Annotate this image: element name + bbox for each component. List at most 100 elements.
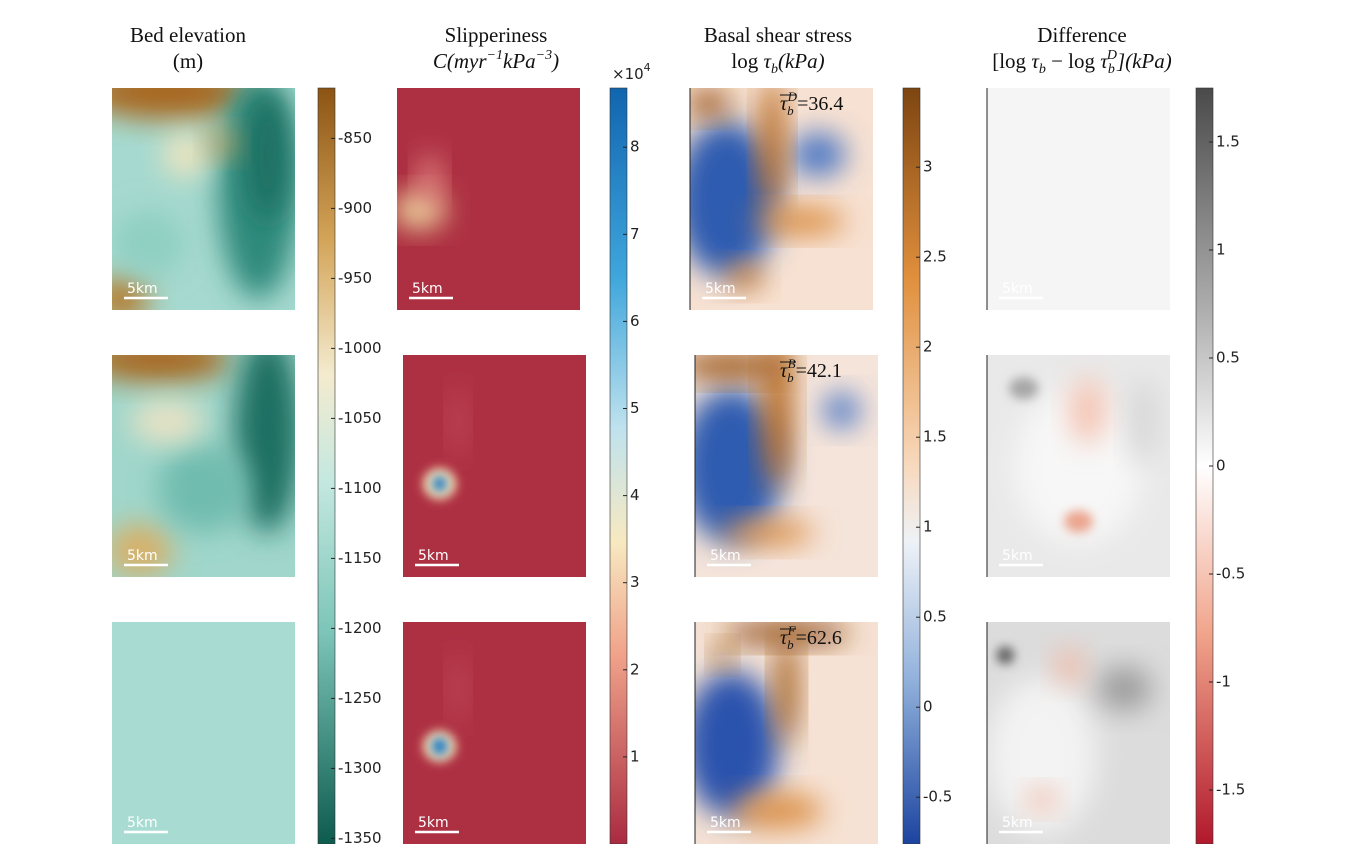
colorbar-tick-label: 1.5 <box>923 428 947 446</box>
annotation-value: =42.1 <box>796 360 842 382</box>
column-title: (m) <box>173 49 203 73</box>
heatmap <box>393 88 580 310</box>
heatmap <box>987 622 1170 844</box>
colorbar-tick-label: -850 <box>338 129 372 147</box>
annotation: τbD=36.4 <box>780 89 843 118</box>
exponent-text: ×10 <box>612 65 644 83</box>
heatmap-blob <box>158 444 250 533</box>
heatmap <box>403 622 586 844</box>
exponent-text: 4 <box>644 61 651 74</box>
heatmap-blob <box>732 793 824 829</box>
title-text: b <box>1108 62 1115 77</box>
scale-bar-label: 5km <box>418 815 449 831</box>
heatmap-blob <box>996 646 1014 664</box>
colorbar <box>318 88 335 844</box>
heatmap-bg <box>403 622 586 844</box>
title-text: D <box>1106 48 1117 63</box>
title-text: Bed elevation <box>130 23 247 47</box>
colorbar-tick-label: 2 <box>630 660 640 678</box>
scale-bar-label: 5km <box>710 815 741 831</box>
heatmap-blob <box>823 393 860 429</box>
colorbar <box>610 88 627 844</box>
heatmap-blob <box>246 88 290 221</box>
scale-bar-label: 5km <box>710 548 741 564</box>
heatmap <box>403 355 586 577</box>
colorbar-tick-label: -1050 <box>338 409 382 427</box>
heatmap-blob <box>130 399 203 443</box>
annotation-value: =36.4 <box>797 93 843 115</box>
colorbar-tick-label: 2.5 <box>923 248 947 266</box>
colorbar-tick-label: 3 <box>923 158 933 176</box>
colorbar-tick-label: 0.5 <box>923 608 947 626</box>
heatmap-blob <box>85 337 231 381</box>
scale-bar-label: 5km <box>705 281 736 297</box>
title-text: Difference <box>1037 23 1126 47</box>
heatmap <box>684 622 878 844</box>
colorbar-tick-label: 3 <box>630 573 640 591</box>
title-text: b <box>771 62 778 77</box>
scale-bar-label: 5km <box>127 548 158 564</box>
heatmap-blob <box>1009 377 1038 399</box>
title-text: − log <box>1046 49 1100 73</box>
heatmap-blob <box>1069 377 1106 444</box>
scale-bar-label: 5km <box>127 281 158 297</box>
column-title: Slipperiness <box>445 23 548 47</box>
heatmap <box>677 333 878 577</box>
colorbar-tick-label: -1 <box>1216 673 1231 691</box>
heatmap-blob <box>754 208 846 235</box>
colorbar-tick-label: 0 <box>923 698 933 716</box>
heatmap-blob <box>451 388 466 455</box>
colorbar-tick-label: -1.5 <box>1216 781 1245 799</box>
heatmap-bg <box>403 355 586 577</box>
colorbar-tick-label: -1300 <box>338 759 382 777</box>
heatmap <box>675 77 873 310</box>
scale-bar-label: 5km <box>1002 815 1033 831</box>
column-title: log τb(kPa) <box>731 49 824 77</box>
heatmap-bg <box>987 88 1170 310</box>
heatmap-blob <box>1128 377 1157 466</box>
heatmap <box>85 66 299 321</box>
annotation-value: =62.6 <box>796 627 842 649</box>
column-title: Difference <box>1037 23 1126 47</box>
heatmap-blob <box>722 519 814 546</box>
colorbar-tick-label: 6 <box>630 312 640 330</box>
heatmap-blob <box>677 353 787 380</box>
heatmap-blob <box>451 655 466 722</box>
annotation-superscript: D <box>787 89 798 104</box>
scale-bar-label: 5km <box>127 815 158 831</box>
heatmap-blob <box>432 476 447 492</box>
title-text: −3 <box>536 48 552 63</box>
heatmap-blob <box>112 210 185 277</box>
colorbar-tick-label: -1250 <box>338 689 382 707</box>
title-text: ](kPa) <box>1116 49 1172 73</box>
heatmap-blob <box>85 66 250 119</box>
title-text: [log <box>992 49 1031 73</box>
title-text: Basal shear stress <box>704 23 852 47</box>
colorbar-tick-label: 4 <box>630 486 640 504</box>
colorbar-tick-label: 1 <box>630 747 640 765</box>
title-text: b <box>1039 62 1046 77</box>
colorbar-tick-label: 5 <box>630 399 640 417</box>
heatmap <box>85 333 301 577</box>
colorbar-tick-label: 8 <box>630 138 640 156</box>
colorbar-tick-label: -900 <box>338 199 372 217</box>
heatmap-blob <box>163 132 207 176</box>
annotation-subscript: b <box>787 370 794 385</box>
annotation-superscript: B <box>788 356 796 371</box>
scale-bar-label: 5km <box>418 548 449 564</box>
heatmap-blob <box>713 644 731 666</box>
heatmap-blob <box>1097 666 1152 710</box>
colorbar-tick-label: 1 <box>1216 241 1226 259</box>
colorbar-tick-label: -1150 <box>338 549 382 567</box>
heatmap-blob <box>431 737 447 755</box>
heatmap-blob <box>419 155 441 208</box>
column-title: [log τb − log τbD](kPa) <box>992 48 1172 77</box>
heatmap <box>987 88 1170 310</box>
figure: Bed elevation (m) Slipperiness C(myr−1kP… <box>0 0 1357 844</box>
colorbar-tick-label: 0.5 <box>1216 349 1240 367</box>
title-text: ) <box>551 49 559 73</box>
title-text: (kPa) <box>778 49 825 73</box>
colorbar-tick-label: 2 <box>923 338 933 356</box>
colorbar-tick-label: -0.5 <box>923 788 952 806</box>
column-title: Basal shear stress <box>704 23 852 47</box>
